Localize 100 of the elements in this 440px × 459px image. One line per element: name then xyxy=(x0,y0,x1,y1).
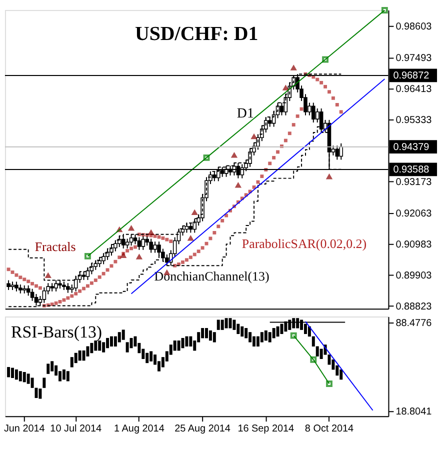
candlestick xyxy=(30,288,34,302)
point xyxy=(234,182,242,188)
bar xyxy=(248,332,252,342)
bar xyxy=(78,350,82,361)
bar xyxy=(201,328,204,338)
bar xyxy=(110,336,113,347)
bar xyxy=(11,368,14,378)
bar xyxy=(260,332,264,342)
bar xyxy=(50,361,54,372)
candlestick xyxy=(339,142,344,160)
bar xyxy=(14,369,18,380)
bar xyxy=(62,369,66,380)
bar xyxy=(126,342,129,352)
candlestick xyxy=(66,282,70,294)
bar xyxy=(252,336,256,347)
bar xyxy=(268,332,272,342)
bar xyxy=(244,328,248,338)
candlestick xyxy=(312,102,316,123)
bar xyxy=(340,369,343,380)
x-tick-label: Jun 2014 xyxy=(4,424,46,435)
bar xyxy=(276,326,280,337)
y-tick-label: 0.93173 xyxy=(396,176,432,188)
ref-line-label: 0.94379 xyxy=(393,142,430,153)
bar xyxy=(224,318,228,328)
candlestick xyxy=(153,241,157,254)
point xyxy=(282,84,290,90)
point xyxy=(322,56,329,63)
point xyxy=(230,152,238,158)
point xyxy=(203,154,210,161)
bar xyxy=(90,342,94,354)
point xyxy=(44,272,52,278)
bar xyxy=(94,340,98,351)
bar xyxy=(102,342,106,352)
x-tick-label: 25 Aug 2014 xyxy=(174,424,231,435)
bar xyxy=(272,328,276,338)
ref-line-label: 0.93588 xyxy=(393,164,430,176)
text: USD/CHF: D1 xyxy=(134,22,258,45)
bar xyxy=(98,340,102,351)
bar xyxy=(189,336,192,347)
bar xyxy=(22,372,26,382)
bar xyxy=(205,328,208,338)
annotation: D1 xyxy=(236,106,254,122)
point xyxy=(326,173,333,180)
series-label: Fractals xyxy=(34,238,76,254)
bar xyxy=(232,320,236,330)
candlestick xyxy=(42,286,46,304)
point xyxy=(84,252,91,260)
candlestick xyxy=(94,260,98,270)
bar xyxy=(18,371,22,382)
bar xyxy=(118,332,121,342)
candlestick xyxy=(188,222,193,234)
bar xyxy=(106,338,110,348)
y-tick-label: 0.92063 xyxy=(396,208,432,220)
y-tick-label: 0.88823 xyxy=(396,301,432,312)
candlestick xyxy=(192,218,197,234)
point xyxy=(381,7,388,14)
candlestick xyxy=(268,116,272,128)
candlestick xyxy=(102,252,106,265)
bar xyxy=(208,330,212,341)
point xyxy=(290,332,297,339)
candlestick xyxy=(125,238,130,249)
bar xyxy=(316,346,319,356)
y-tick-label: 0.97493 xyxy=(396,53,432,64)
y-tick-label: 18.8041 xyxy=(396,406,432,418)
candlestick xyxy=(114,240,118,252)
bar xyxy=(74,352,78,364)
bar xyxy=(228,318,232,328)
bar xyxy=(86,346,90,356)
candlestick xyxy=(137,236,142,250)
y-tick-label: 0.95333 xyxy=(396,115,432,126)
bar xyxy=(173,340,176,351)
candlestick xyxy=(149,238,153,254)
point xyxy=(191,209,198,215)
bar xyxy=(38,388,42,399)
bar xyxy=(236,324,240,334)
point xyxy=(326,380,332,387)
candlestick xyxy=(98,256,102,268)
candlestick xyxy=(14,281,18,292)
bar xyxy=(312,336,315,347)
bar xyxy=(146,352,149,364)
bar xyxy=(42,378,46,388)
bar xyxy=(177,340,180,351)
x-tick-label: 1 Aug 2014 xyxy=(114,424,165,435)
candlestick xyxy=(106,248,110,260)
bar xyxy=(220,320,224,330)
bar xyxy=(150,351,153,362)
candlestick xyxy=(335,145,340,160)
y-tick-label: 88.4776 xyxy=(396,318,432,329)
x-tick-label: 10 Jul 2014 xyxy=(50,424,102,435)
point xyxy=(250,133,258,140)
bar xyxy=(7,367,10,378)
point xyxy=(187,234,194,241)
y-tick-label: 0.90983 xyxy=(396,240,432,251)
candlestick xyxy=(6,280,10,290)
bar xyxy=(264,330,268,341)
bar xyxy=(122,330,125,340)
bar xyxy=(30,378,34,388)
bar xyxy=(82,350,86,361)
bar xyxy=(185,336,188,347)
series-label: ParabolicSAR(0.02,0.2) xyxy=(242,236,367,251)
